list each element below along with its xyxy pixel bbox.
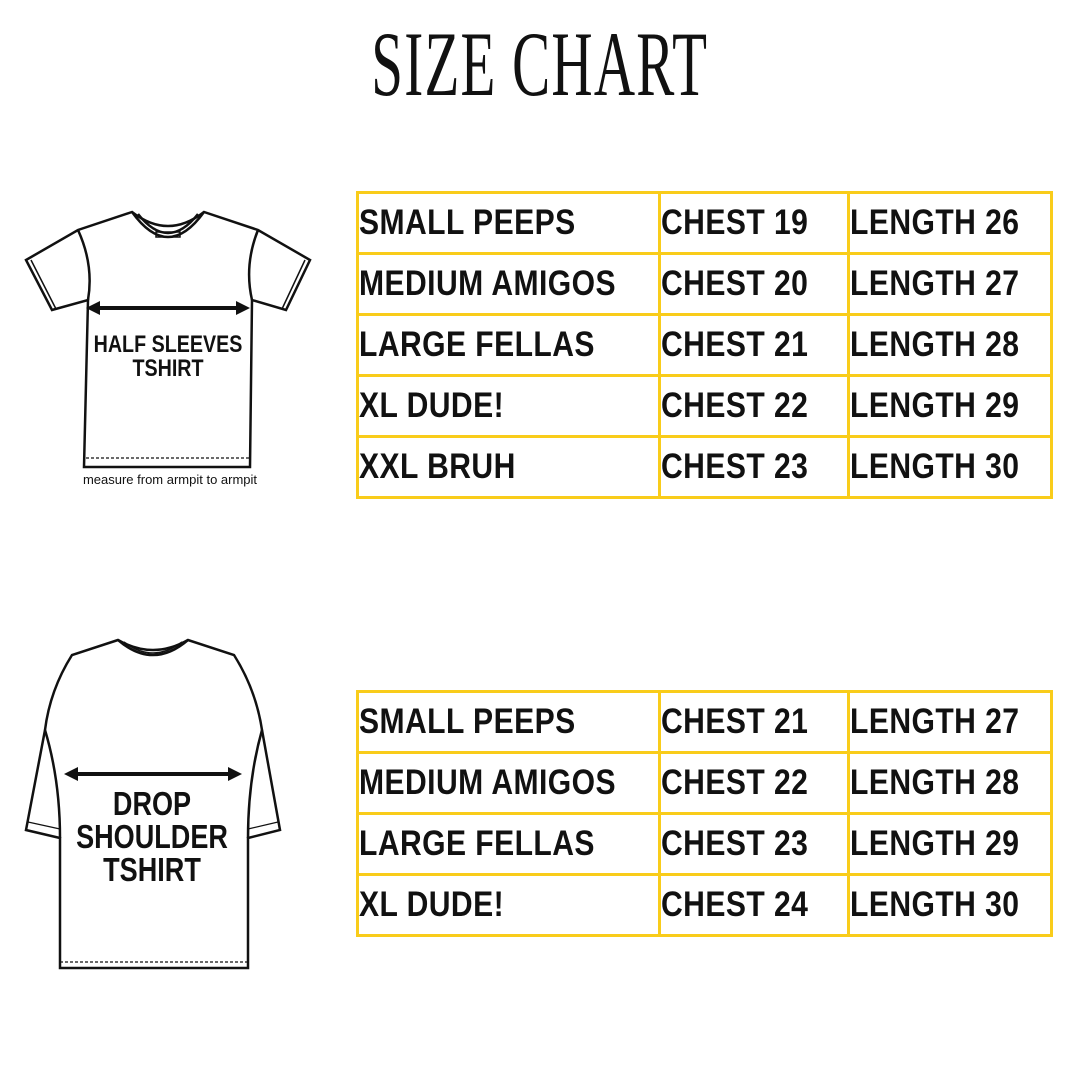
chest-cell-text: CHEST 19 — [660, 203, 809, 242]
measure-note: measure from armpit to armpit — [82, 472, 258, 487]
length-cell: LENGTH 28 — [846, 313, 1053, 377]
length-cell: LENGTH 30 — [846, 873, 1053, 937]
length-cell-text: LENGTH 29 — [849, 824, 1020, 863]
length-cell: LENGTH 27 — [846, 690, 1053, 754]
size-cell-text: LARGE FELLAS — [359, 325, 595, 364]
table-row: MEDIUM AMIGOS CHEST 20 LENGTH 27 — [356, 252, 1053, 316]
drop-shoulder-tshirt-icon — [24, 638, 282, 970]
length-cell: LENGTH 29 — [846, 374, 1053, 438]
chest-cell: CHEST 23 — [657, 435, 850, 499]
chest-cell: CHEST 23 — [657, 812, 850, 876]
size-cell: XL DUDE! — [356, 873, 661, 937]
length-cell-text: LENGTH 26 — [849, 203, 1020, 242]
chest-cell: CHEST 21 — [657, 313, 850, 377]
length-cell: LENGTH 27 — [846, 252, 1053, 316]
drop-shoulder-size-table: SMALL PEEPS CHEST 21 LENGTH 27 MEDIUM AMIGO… — [356, 690, 1053, 937]
table-row: SMALL PEEPS CHEST 21 LENGTH 27 — [356, 690, 1053, 754]
size-cell: XL DUDE! — [356, 374, 661, 438]
length-cell: LENGTH 30 — [846, 435, 1053, 499]
table-row: MEDIUM AMIGOS CHEST 22 LENGTH 28 — [356, 751, 1053, 815]
chest-cell: CHEST 22 — [657, 374, 850, 438]
length-cell-text: LENGTH 27 — [849, 702, 1020, 741]
chest-cell-text: CHEST 22 — [660, 763, 809, 802]
length-cell-text: LENGTH 30 — [849, 885, 1020, 924]
size-cell-text: SMALL PEEPS — [359, 203, 576, 242]
chest-cell-text: CHEST 22 — [660, 386, 809, 425]
table-row: SMALL PEEPS CHEST 19 LENGTH 26 — [356, 191, 1053, 255]
length-cell: LENGTH 29 — [846, 812, 1053, 876]
length-cell: LENGTH 26 — [846, 191, 1053, 255]
chest-cell-text: CHEST 23 — [660, 447, 809, 486]
length-cell-text: LENGTH 28 — [849, 763, 1020, 802]
chest-cell: CHEST 24 — [657, 873, 850, 937]
half-sleeve-size-table: SMALL PEEPS CHEST 19 LENGTH 26 MEDIUM AMIGO… — [356, 191, 1053, 499]
chest-measure-arrow-icon — [64, 767, 242, 781]
size-cell-text: MEDIUM AMIGOS — [359, 264, 616, 303]
size-cell-text: XXL BRUH — [359, 447, 516, 486]
size-cell-text: XL DUDE! — [359, 885, 505, 924]
table-row: XL DUDE! CHEST 24 LENGTH 30 — [356, 873, 1053, 937]
size-cell-text: SMALL PEEPS — [359, 702, 576, 741]
page-title: SIZE CHART — [371, 13, 709, 115]
drop-shoulder-label: DROP SHOULDER TSHIRT — [76, 785, 228, 888]
size-cell: SMALL PEEPS — [356, 191, 661, 255]
chest-cell-text: CHEST 23 — [660, 824, 809, 863]
table-row: XL DUDE! CHEST 22 LENGTH 29 — [356, 374, 1053, 438]
size-cell: XXL BRUH — [356, 435, 661, 499]
table-row: LARGE FELLAS CHEST 23 LENGTH 29 — [356, 812, 1053, 876]
length-cell-text: LENGTH 29 — [849, 386, 1020, 425]
table-row: XXL BRUH CHEST 23 LENGTH 30 — [356, 435, 1053, 499]
size-cell-text: MEDIUM AMIGOS — [359, 763, 616, 802]
half-sleeve-tshirt-icon — [24, 210, 312, 469]
chest-cell: CHEST 22 — [657, 751, 850, 815]
chest-cell: CHEST 21 — [657, 690, 850, 754]
size-cell: MEDIUM AMIGOS — [356, 751, 661, 815]
length-cell-text: LENGTH 30 — [849, 447, 1020, 486]
size-cell-text: LARGE FELLAS — [359, 824, 595, 863]
chest-cell-text: CHEST 24 — [660, 885, 809, 924]
chest-cell: CHEST 20 — [657, 252, 850, 316]
table-row: LARGE FELLAS CHEST 21 LENGTH 28 — [356, 313, 1053, 377]
chest-cell: CHEST 19 — [657, 191, 850, 255]
size-cell: LARGE FELLAS — [356, 313, 661, 377]
length-cell-text: LENGTH 27 — [849, 264, 1020, 303]
size-cell: MEDIUM AMIGOS — [356, 252, 661, 316]
length-cell: LENGTH 28 — [846, 751, 1053, 815]
chest-cell-text: CHEST 21 — [660, 702, 809, 741]
size-cell: LARGE FELLAS — [356, 812, 661, 876]
chest-cell-text: CHEST 20 — [660, 264, 809, 303]
chest-cell-text: CHEST 21 — [660, 325, 809, 364]
size-cell: SMALL PEEPS — [356, 690, 661, 754]
half-sleeve-label: HALF SLEEVES TSHIRT — [93, 331, 243, 382]
size-cell-text: XL DUDE! — [359, 386, 505, 425]
chest-measure-arrow-icon — [86, 301, 250, 315]
length-cell-text: LENGTH 28 — [849, 325, 1020, 364]
